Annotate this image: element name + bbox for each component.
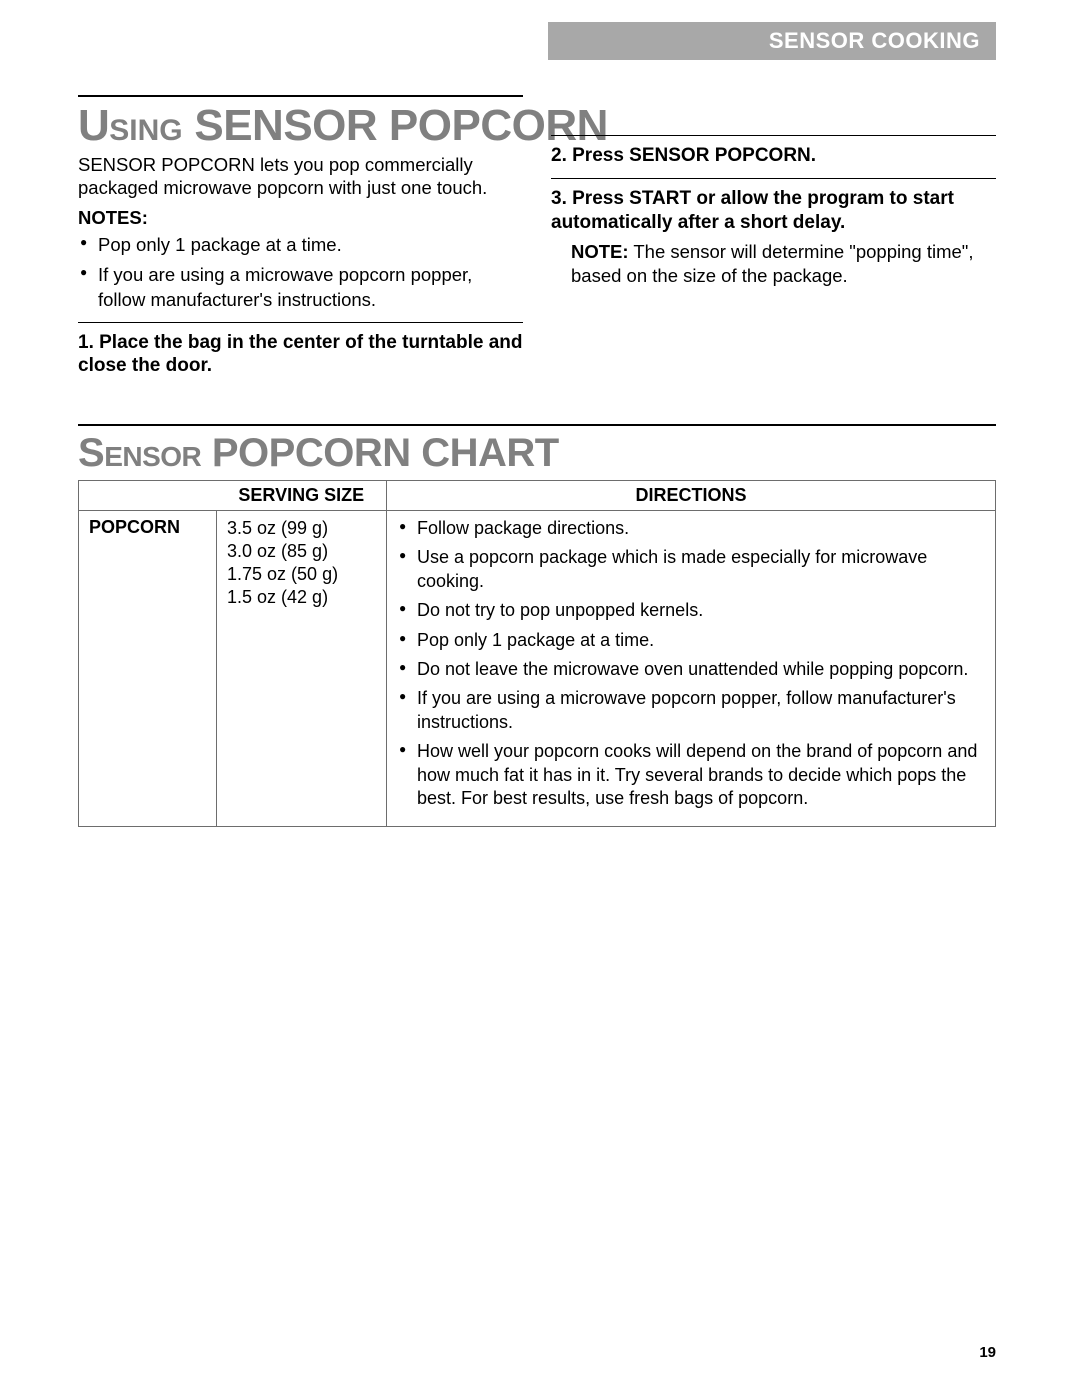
col-blank xyxy=(79,481,217,511)
serving-size-line: 1.75 oz (50 g) xyxy=(227,563,376,586)
direction-item: Follow package directions. xyxy=(397,517,985,540)
step-rule xyxy=(551,135,996,136)
two-column-layout: USING SENSOR POPCORN SENSOR POPCORN lets… xyxy=(78,95,996,384)
title-part-cap: U xyxy=(78,101,109,150)
step-rule xyxy=(551,178,996,179)
direction-item: If you are using a microwave popcorn pop… xyxy=(397,687,985,734)
section-rule xyxy=(78,424,996,426)
direction-item: Pop only 1 package at a time. xyxy=(397,629,985,652)
section-rule xyxy=(78,95,523,97)
notes-list: Pop only 1 package at a time. If you are… xyxy=(78,233,523,311)
col-serving-size: SERVING SIZE xyxy=(217,481,387,511)
direction-item: Use a popcorn package which is made espe… xyxy=(397,546,985,593)
chart-title-cap: S xyxy=(78,431,104,475)
title-part-small: SING xyxy=(109,114,182,147)
step-1: 1. Place the bag in the center of the tu… xyxy=(78,331,523,379)
note-rest: The sensor will determine "popping time"… xyxy=(571,241,974,286)
direction-item: Do not leave the microwave oven unattend… xyxy=(397,658,985,681)
note-item: If you are using a microwave popcorn pop… xyxy=(78,263,523,311)
page-number: 19 xyxy=(979,1344,996,1361)
directions-list: Follow package directions. Use a popcorn… xyxy=(397,517,985,810)
direction-item: How well your popcorn cooks will depend … xyxy=(397,740,985,810)
header-bar: SENSOR COOKING xyxy=(548,22,996,60)
title-part-big: SENSOR POPCORN xyxy=(183,101,608,150)
page-content: USING SENSOR POPCORN SENSOR POPCORN lets… xyxy=(78,95,996,827)
right-column: 2. Press SENSOR POPCORN. 3. Press START … xyxy=(551,95,996,384)
row-label: POPCORN xyxy=(79,511,217,827)
using-sensor-popcorn-title: USING SENSOR POPCORN xyxy=(78,103,523,149)
note-item: Pop only 1 package at a time. xyxy=(78,233,523,257)
intro-text: SENSOR POPCORN lets you pop commercially… xyxy=(78,153,523,199)
note-bold: NOTE: xyxy=(571,241,629,262)
notes-label: NOTES: xyxy=(78,207,523,229)
serving-size-line: 3.5 oz (99 g) xyxy=(227,517,376,540)
step-3-note: NOTE: The sensor will determine "popping… xyxy=(551,240,996,288)
popcorn-chart-table: SERVING SIZE DIRECTIONS POPCORN 3.5 oz (… xyxy=(78,480,996,827)
directions-cell: Follow package directions. Use a popcorn… xyxy=(387,511,996,827)
header-section-label: SENSOR COOKING xyxy=(769,28,980,54)
table-row: POPCORN 3.5 oz (99 g) 3.0 oz (85 g) 1.75… xyxy=(79,511,996,827)
serving-size-line: 1.5 oz (42 g) xyxy=(227,586,376,609)
table-header-row: SERVING SIZE DIRECTIONS xyxy=(79,481,996,511)
sensor-popcorn-chart-title: SENSOR POPCORN CHART xyxy=(78,432,996,474)
chart-title-small: ENSOR xyxy=(104,441,201,472)
chart-title-big: POPCORN CHART xyxy=(201,431,558,475)
step-2: 2. Press SENSOR POPCORN. xyxy=(551,144,996,168)
left-column: USING SENSOR POPCORN SENSOR POPCORN lets… xyxy=(78,95,523,384)
serving-size-line: 3.0 oz (85 g) xyxy=(227,540,376,563)
step-3: 3. Press START or allow the program to s… xyxy=(551,187,996,235)
chart-section: SENSOR POPCORN CHART SERVING SIZE DIRECT… xyxy=(78,424,996,827)
step-rule xyxy=(78,322,523,323)
serving-size-cell: 3.5 oz (99 g) 3.0 oz (85 g) 1.75 oz (50 … xyxy=(217,511,387,827)
col-directions: DIRECTIONS xyxy=(387,481,996,511)
direction-item: Do not try to pop unpopped kernels. xyxy=(397,599,985,622)
